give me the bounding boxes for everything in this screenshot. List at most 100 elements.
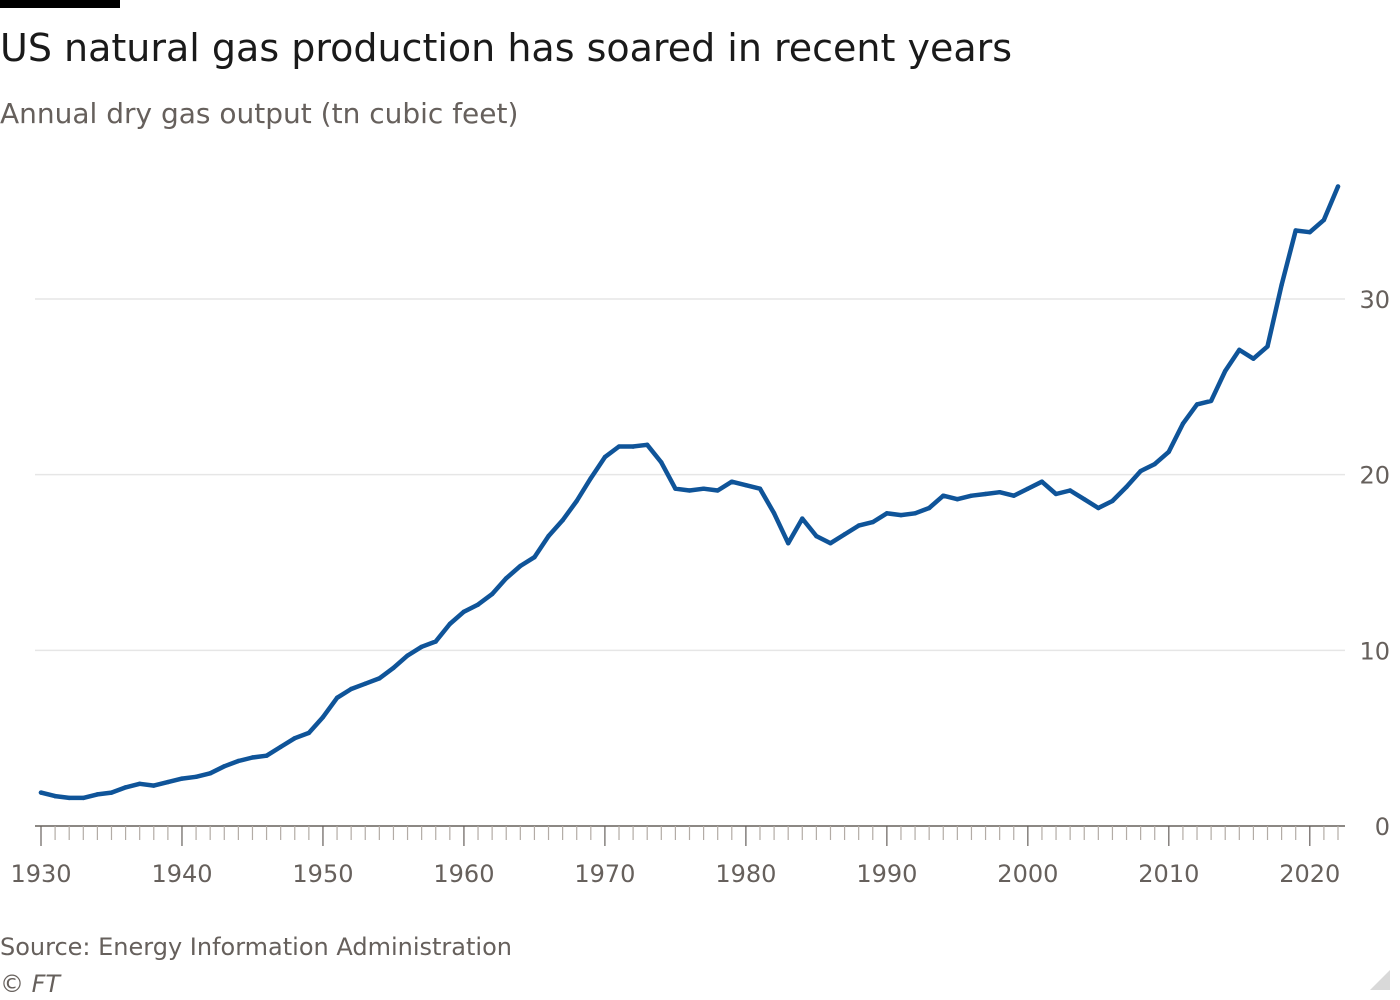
data-point <box>1096 505 1101 511</box>
data-point <box>574 498 579 504</box>
data-point <box>1279 282 1284 288</box>
data-point <box>870 519 875 525</box>
data-point <box>52 793 58 799</box>
data-point <box>1025 486 1031 491</box>
source-note: Source: Energy Information Administratio… <box>0 933 512 961</box>
series-group <box>38 184 1341 801</box>
data-point <box>912 511 918 516</box>
data-point <box>898 512 904 518</box>
data-point <box>475 602 481 607</box>
data-point <box>1011 493 1016 498</box>
data-point <box>560 518 565 523</box>
data-point <box>137 781 142 787</box>
data-point <box>278 744 283 750</box>
data-point <box>1067 488 1073 493</box>
data-point <box>1138 468 1143 474</box>
data-point <box>1208 398 1214 404</box>
y-tick-label: 10 <box>1359 637 1390 665</box>
data-point <box>941 493 946 498</box>
data-point <box>1237 347 1242 353</box>
data-point <box>207 771 213 776</box>
y-tick-label: 0 <box>1375 813 1390 841</box>
data-point <box>997 490 1002 495</box>
data-point <box>391 665 396 671</box>
data-point <box>800 516 805 521</box>
data-point <box>1265 344 1270 349</box>
x-tick-label: 1960 <box>433 860 494 888</box>
data-point <box>518 563 523 569</box>
data-point <box>588 475 594 481</box>
x-tick-label: 2000 <box>997 860 1058 888</box>
x-tick-label: 1990 <box>856 860 917 888</box>
data-point <box>306 730 312 736</box>
data-point <box>179 776 185 781</box>
data-point <box>1194 402 1200 407</box>
x-axis: 1930 1940 1950 1960 1970 1980 1990 2000 2010 2020 <box>10 825 1345 888</box>
chart-subtitle: Annual dry gas output (tn cubic feet) <box>0 97 519 130</box>
data-point <box>645 442 650 447</box>
data-point <box>292 735 297 741</box>
x-tick-label: 1980 <box>715 860 776 888</box>
data-point <box>814 533 819 539</box>
data-point <box>842 532 847 537</box>
data-point <box>828 540 833 546</box>
data-point <box>222 764 227 769</box>
data-point <box>433 639 438 644</box>
data-point <box>1082 497 1087 502</box>
data-point <box>884 511 890 516</box>
data-point <box>1335 184 1341 189</box>
data-point <box>461 609 467 614</box>
data-point <box>1180 421 1186 426</box>
y-tick-label: 20 <box>1359 462 1390 490</box>
data-point <box>151 783 156 788</box>
data-point <box>701 486 706 491</box>
y-axis: 0 10 20 30 <box>1359 286 1390 841</box>
data-point <box>687 488 692 493</box>
data-point <box>630 444 636 449</box>
data-point <box>1124 484 1129 490</box>
data-point <box>602 454 608 460</box>
x-tick-label: 1940 <box>151 860 212 888</box>
data-point <box>363 681 368 686</box>
data-point <box>1110 498 1115 504</box>
data-point <box>983 491 988 497</box>
data-point <box>1251 356 1256 361</box>
data-point <box>969 493 974 498</box>
data-point <box>785 540 791 546</box>
data-point <box>405 653 410 658</box>
data-point <box>236 758 241 764</box>
data-point <box>419 644 424 650</box>
data-point <box>771 511 777 516</box>
data-point <box>616 444 622 449</box>
brand-bar <box>0 0 120 8</box>
data-point <box>193 774 199 780</box>
y-tick-label: 30 <box>1359 286 1390 314</box>
x-tick-label: 2020 <box>1279 860 1340 888</box>
data-point <box>123 785 128 790</box>
data-point <box>489 591 495 597</box>
data-point <box>447 621 453 627</box>
x-tick-label: 2010 <box>1138 860 1199 888</box>
data-point <box>334 695 340 700</box>
data-point <box>856 523 861 528</box>
data-point <box>165 779 171 785</box>
data-point <box>95 792 100 797</box>
copyright-credit: © FT <box>0 970 61 998</box>
data-point <box>743 482 749 488</box>
data-point <box>926 505 932 511</box>
data-point <box>673 486 678 491</box>
data-point <box>546 533 551 539</box>
data-point <box>377 676 382 681</box>
x-tick-label: 1950 <box>292 860 353 888</box>
x-tick-label: 1970 <box>574 860 635 888</box>
data-point <box>532 555 537 560</box>
data-point <box>504 576 509 581</box>
data-point <box>66 795 72 801</box>
data-point <box>348 686 354 692</box>
data-point <box>729 479 734 484</box>
x-tick-label: 1930 <box>10 860 71 888</box>
data-point <box>81 795 86 801</box>
data-point <box>109 790 114 795</box>
data-point <box>1307 230 1313 235</box>
data-point <box>955 497 960 502</box>
